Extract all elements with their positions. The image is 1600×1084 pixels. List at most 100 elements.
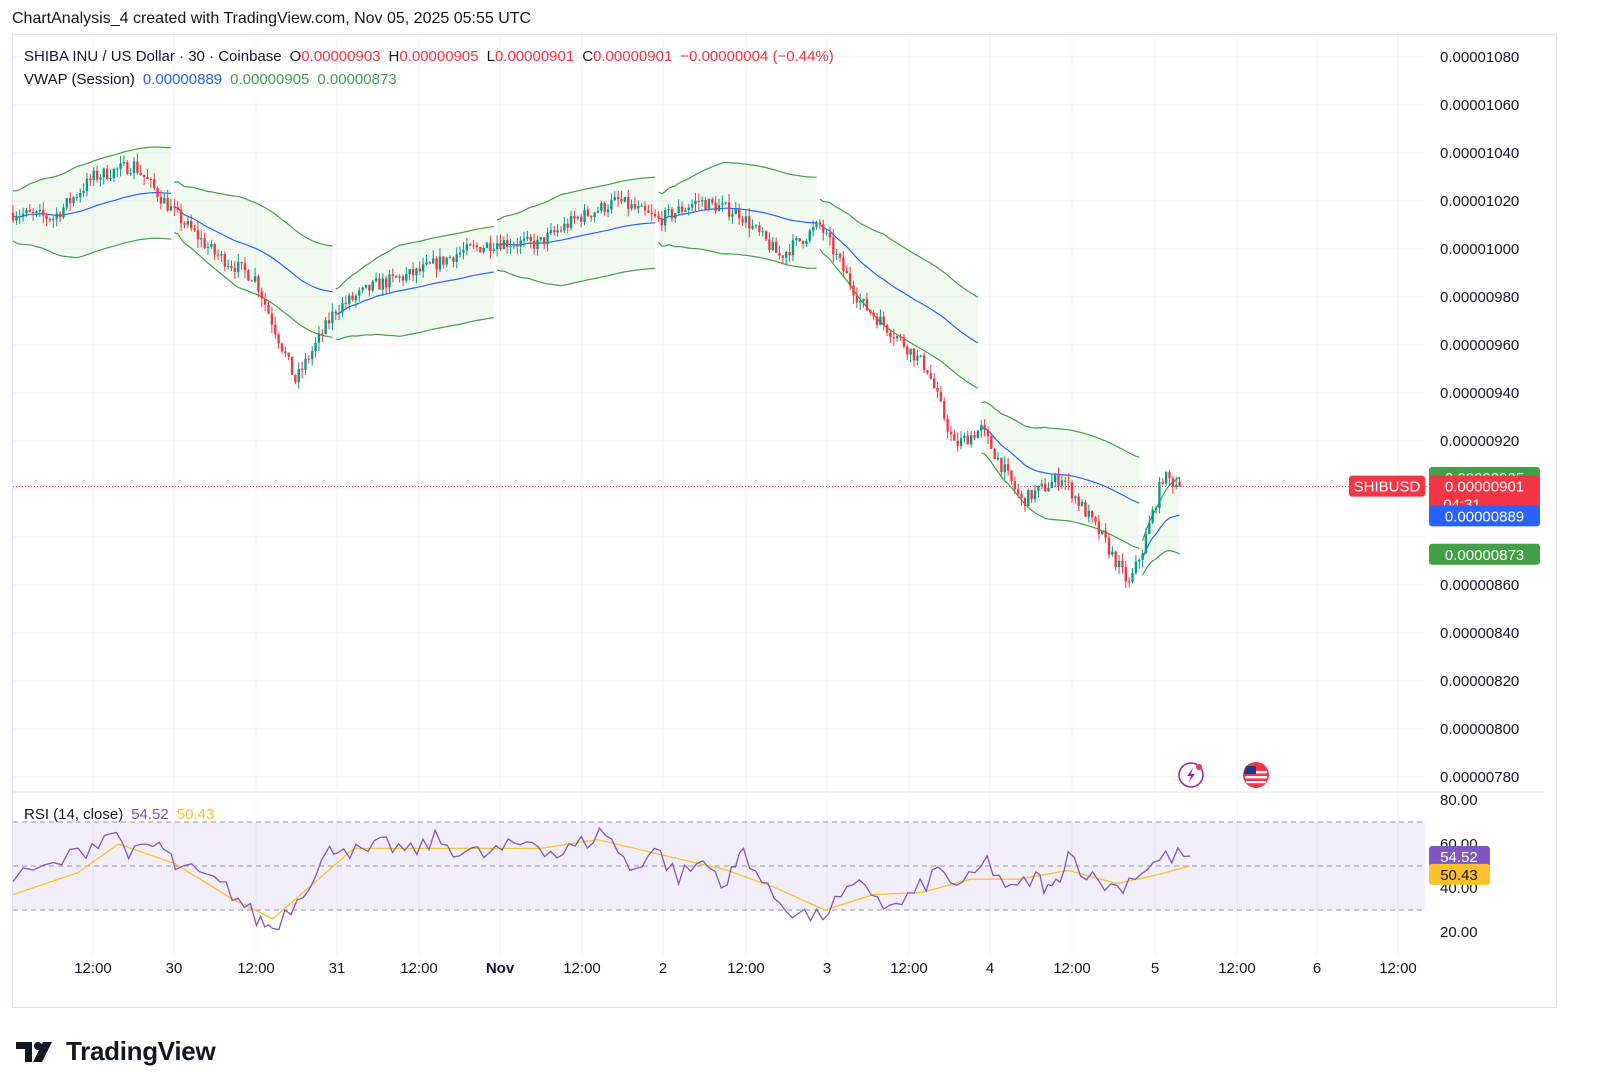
badge-vwap-lower: 0.00000873 xyxy=(1445,547,1524,564)
candle-body xyxy=(596,210,600,213)
candle-body xyxy=(549,230,553,234)
vwap-line xyxy=(1142,514,1180,559)
chart-credit: ChartAnalysis_4 created with TradingView… xyxy=(12,10,532,27)
rsi-value: 54.52 xyxy=(131,806,169,823)
time-tick-label: 31 xyxy=(329,960,346,977)
event-icons[interactable] xyxy=(1178,762,1269,788)
candle-body xyxy=(1111,551,1114,555)
candle-body xyxy=(822,224,825,233)
candle-body xyxy=(348,295,351,304)
candle-body xyxy=(539,237,542,240)
tradingview-logo[interactable]: TradingView xyxy=(16,1036,216,1067)
candle-body xyxy=(267,304,270,314)
candle-body xyxy=(899,336,902,338)
candle-body xyxy=(640,205,643,207)
vwap-band-fill xyxy=(13,146,172,258)
candle-body xyxy=(65,198,68,208)
lightning-icon[interactable] xyxy=(1178,762,1204,788)
candle-body xyxy=(341,303,344,313)
candle-body xyxy=(1060,480,1064,486)
candle-body xyxy=(785,251,788,258)
candle-body xyxy=(1020,493,1023,498)
high-value: 0.00000905 xyxy=(399,48,479,65)
time-tick-label: 12:00 xyxy=(74,960,112,977)
candle-body xyxy=(1107,537,1111,555)
price-tick-label: 0.00000920 xyxy=(1440,433,1519,450)
candle-body xyxy=(428,262,432,264)
rsi-title: RSI (14, close) xyxy=(24,806,124,823)
candle-body xyxy=(1151,509,1154,523)
candle-body xyxy=(116,168,119,170)
symbol-title: SHIBA INU / US Dollar · 30 · Coinbase xyxy=(24,48,282,65)
candle-body xyxy=(667,209,670,211)
candle-body xyxy=(284,351,287,354)
candle-body xyxy=(1087,510,1090,517)
candle-body xyxy=(263,298,267,305)
candle-body xyxy=(153,179,156,189)
rsi-legend[interactable]: RSI (14, close) 54.52 50.43 xyxy=(24,806,222,823)
candle-body xyxy=(919,355,922,357)
candle-body xyxy=(939,391,943,402)
vwap-upper-band xyxy=(12,146,172,192)
symbol-legend[interactable]: SHIBA INU / US Dollar · 30 · Coinbase O0.… xyxy=(24,48,842,65)
candle-body xyxy=(512,245,516,247)
candle-body xyxy=(99,177,102,180)
candle-body xyxy=(384,278,388,288)
candle-body xyxy=(586,209,590,216)
candle-body xyxy=(704,199,707,210)
candle-body xyxy=(1141,553,1144,560)
candle-body xyxy=(1127,581,1131,583)
candle-body xyxy=(677,206,680,214)
candle-body xyxy=(986,429,990,437)
candle-body xyxy=(842,257,845,271)
candle-body xyxy=(630,204,633,209)
candle-body xyxy=(748,216,751,229)
candle-body xyxy=(28,210,31,213)
candle-body xyxy=(771,241,774,250)
candle-body xyxy=(758,225,761,232)
candle-body xyxy=(1104,530,1107,538)
candle-body xyxy=(1124,567,1127,582)
candle-body xyxy=(62,207,65,218)
candles xyxy=(11,153,1428,588)
time-tick-label: 12:00 xyxy=(890,960,928,977)
candle-body xyxy=(613,197,616,201)
time-tick-label: 12:00 xyxy=(237,960,275,977)
candle-body xyxy=(896,336,899,339)
candle-body xyxy=(425,262,428,265)
candle-body xyxy=(489,242,492,251)
price-tick-label: 0.00001000 xyxy=(1440,241,1519,258)
candle-body xyxy=(660,218,664,226)
candle-body xyxy=(546,233,549,245)
candle-body xyxy=(475,245,479,248)
candle-body xyxy=(576,216,579,219)
candle-body xyxy=(865,298,869,311)
badge-vwap-mid: 0.00000889 xyxy=(1445,508,1524,525)
candle-body xyxy=(1094,517,1097,522)
candle-body xyxy=(358,290,361,296)
candle-body xyxy=(230,266,233,268)
chart-frame[interactable] xyxy=(12,34,1557,1008)
us-flag-icon[interactable] xyxy=(1243,762,1269,788)
candle-body xyxy=(909,348,912,355)
candle-body xyxy=(566,223,569,228)
price-tick-label: 0.00001040 xyxy=(1440,145,1519,162)
candle-body xyxy=(727,202,731,217)
vwap-legend[interactable]: VWAP (Session) 0.00000889 0.00000905 0.0000… xyxy=(24,71,405,88)
candle-body xyxy=(620,199,623,202)
candle-body xyxy=(721,203,724,206)
candle-body xyxy=(35,211,38,213)
vwap-lower-band xyxy=(335,317,494,341)
candle-body xyxy=(25,210,28,214)
candle-body xyxy=(1070,482,1074,499)
candle-body xyxy=(875,316,879,325)
candle-body xyxy=(371,281,374,291)
candle-body xyxy=(18,216,21,218)
candle-body xyxy=(717,205,721,212)
candle-body xyxy=(1023,497,1027,506)
candle-body xyxy=(1178,481,1181,487)
candle-body xyxy=(1161,482,1164,484)
vwap-upper-band xyxy=(658,161,817,195)
candle-body xyxy=(146,177,149,180)
